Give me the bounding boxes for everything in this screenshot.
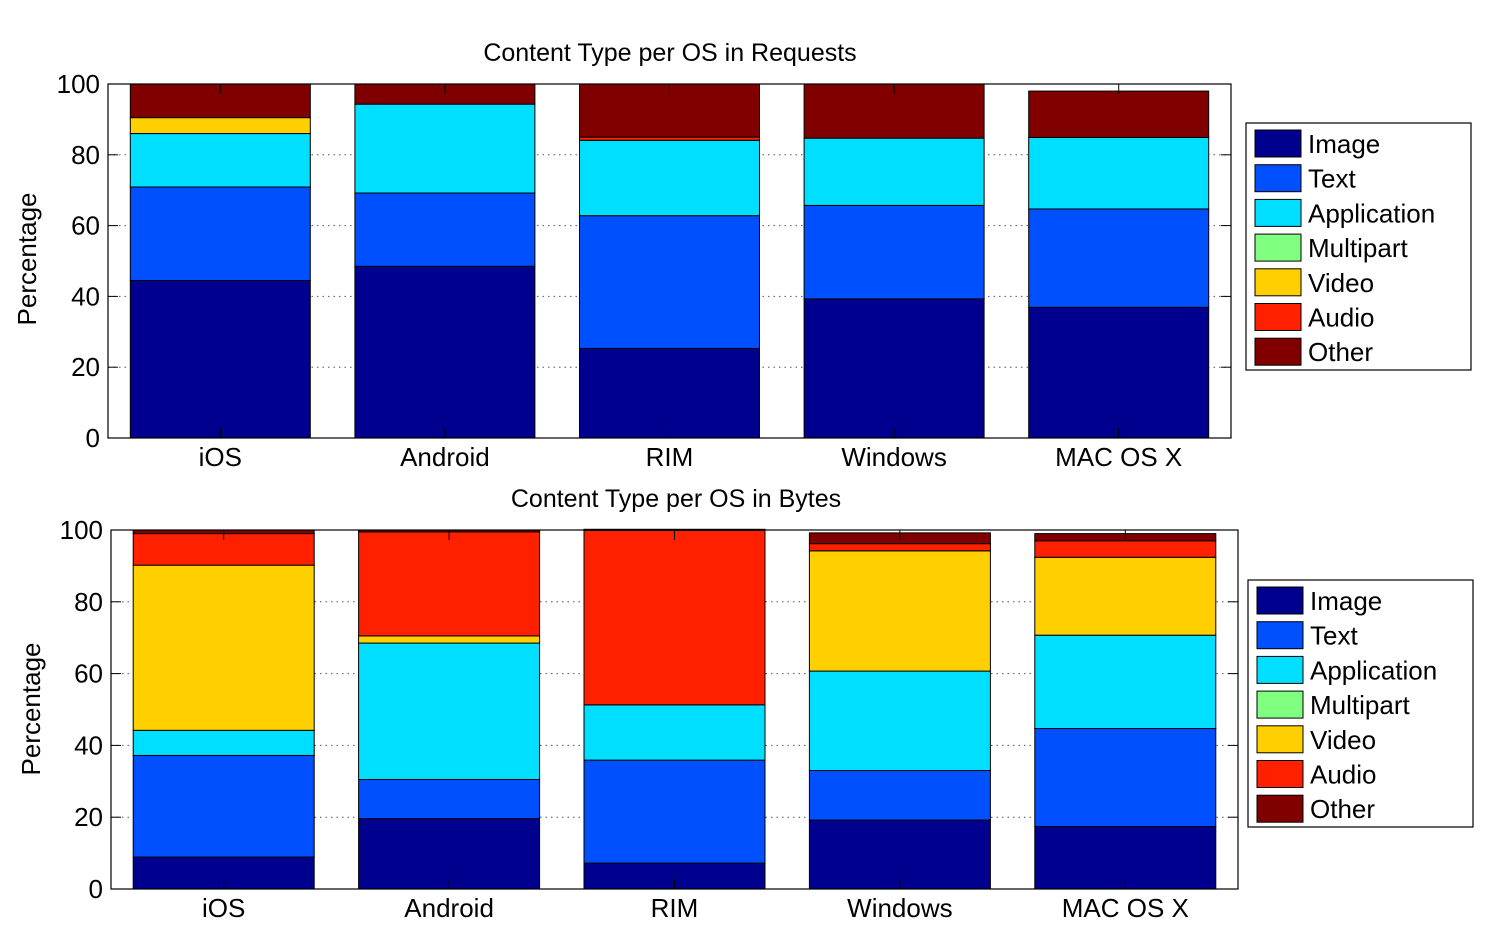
bytes-bar-image-mac-os-x bbox=[1034, 826, 1217, 890]
bytes-bar-text-rim bbox=[583, 759, 766, 864]
bytes-legend-label-video: Video bbox=[1310, 725, 1376, 755]
requests-ytick-label: 80 bbox=[71, 140, 100, 170]
bytes-bar-text-ios bbox=[132, 754, 315, 858]
bytes-ytick-label: 20 bbox=[74, 802, 103, 832]
bytes-ytick-label: 60 bbox=[74, 659, 103, 689]
requests-legend-label-text: Text bbox=[1308, 164, 1356, 194]
bytes-bar-audio-rim bbox=[583, 529, 766, 706]
requests-bar-text-windows bbox=[803, 204, 985, 300]
bytes-bar-application-windows bbox=[808, 670, 991, 772]
requests-chart-title: Content Type per OS in Requests bbox=[483, 39, 856, 67]
bytes-legend-label-image: Image bbox=[1310, 586, 1382, 616]
requests-bar-other-rim bbox=[579, 83, 760, 138]
bytes-legend-label-other: Other bbox=[1310, 794, 1375, 824]
requests-bar-text-android bbox=[354, 192, 536, 267]
bytes-ytick-label: 80 bbox=[74, 587, 103, 617]
bytes-bar-video-windows bbox=[808, 550, 991, 672]
bytes-bar-application-ios bbox=[132, 729, 315, 756]
requests-bar-text-ios bbox=[129, 186, 311, 281]
requests-legend-label-image: Image bbox=[1308, 129, 1380, 159]
bytes-bar-application-android bbox=[358, 642, 541, 781]
bytes-legend-swatch-application bbox=[1256, 655, 1304, 684]
bytes-bar-audio-windows bbox=[808, 543, 991, 552]
bytes-ytick-label: 0 bbox=[89, 874, 103, 904]
requests-xtick-label: Windows bbox=[841, 442, 946, 472]
bytes-xtick-label: Windows bbox=[847, 893, 952, 923]
requests-legend-label-audio: Audio bbox=[1308, 303, 1375, 333]
requests-xtick-label: Android bbox=[400, 442, 490, 472]
bytes-legend-label-text: Text bbox=[1310, 621, 1358, 651]
requests-legend-label-video: Video bbox=[1308, 268, 1374, 298]
bytes-xtick-label: iOS bbox=[202, 893, 245, 923]
requests-bar-image-ios bbox=[129, 279, 311, 439]
requests-bar-application-windows bbox=[803, 137, 985, 206]
bytes-bar-audio-android bbox=[358, 531, 541, 637]
requests-legend-label-multipart: Multipart bbox=[1308, 233, 1408, 263]
bytes-bar-image-windows bbox=[808, 819, 991, 890]
requests-ylabel: Percentage bbox=[12, 193, 42, 326]
requests-legend-swatch-text bbox=[1254, 164, 1302, 193]
requests-bar-video-ios bbox=[129, 117, 311, 135]
bytes-ytick-label: 100 bbox=[60, 515, 103, 545]
bytes-bar-text-android bbox=[358, 779, 541, 820]
bytes-bar-application-mac-os-x bbox=[1034, 634, 1217, 730]
bytes-legend-label-audio: Audio bbox=[1310, 760, 1377, 790]
bytes-bar-video-mac-os-x bbox=[1034, 556, 1217, 636]
requests-legend-swatch-video bbox=[1254, 268, 1302, 297]
bytes-legend-swatch-other bbox=[1256, 794, 1304, 823]
requests-legend-swatch-image bbox=[1254, 129, 1302, 158]
requests-chart-panel: 0 20 40 60 80 100 iOS Android RIM Windows MAC OS X… bbox=[12, 39, 1472, 472]
requests-ytick-label: 20 bbox=[71, 352, 100, 382]
bytes-bar-audio-mac-os-x bbox=[1034, 540, 1217, 558]
requests-legend-swatch-multipart bbox=[1254, 233, 1302, 262]
requests-legend-swatch-audio bbox=[1254, 303, 1302, 331]
requests-xtick-label: iOS bbox=[199, 442, 242, 472]
requests-legend-swatch-other bbox=[1254, 337, 1302, 366]
requests-bar-image-android bbox=[354, 265, 536, 439]
bytes-bar-video-android bbox=[358, 635, 541, 644]
bytes-legend-swatch-image bbox=[1256, 586, 1304, 615]
requests-bar-application-android bbox=[354, 103, 536, 194]
bytes-chart-panel: 0 20 40 60 80 100 iOS Android RIM Windows MAC OS X… bbox=[16, 485, 1474, 923]
bytes-legend-swatch-multipart bbox=[1256, 690, 1304, 719]
bytes-xtick-label: RIM bbox=[651, 893, 699, 923]
requests-legend-label-application: Application bbox=[1308, 198, 1435, 228]
requests-bar-other-mac-os-x bbox=[1028, 90, 1210, 138]
requests-bar-text-mac-os-x bbox=[1028, 208, 1210, 308]
bytes-bar-application-rim bbox=[583, 704, 766, 761]
requests-legend-label-other: Other bbox=[1308, 337, 1373, 367]
bytes-legend-swatch-text bbox=[1256, 621, 1304, 650]
bytes-bar-text-mac-os-x bbox=[1034, 728, 1217, 828]
requests-ytick-label: 60 bbox=[71, 211, 100, 241]
requests-ytick-label: 0 bbox=[86, 423, 100, 453]
bytes-legend-swatch-video bbox=[1256, 725, 1304, 754]
bytes-xtick-label: Android bbox=[404, 893, 494, 923]
requests-xtick-label: RIM bbox=[646, 442, 694, 472]
requests-ytick-label: 100 bbox=[57, 69, 100, 99]
bytes-chart-title: Content Type per OS in Bytes bbox=[511, 485, 841, 513]
bytes-bar-video-ios bbox=[132, 564, 315, 731]
bytes-legend-swatch-audio bbox=[1256, 760, 1304, 788]
requests-bar-image-rim bbox=[579, 347, 760, 439]
requests-bar-image-windows bbox=[803, 298, 985, 439]
requests-bar-application-ios bbox=[129, 133, 311, 188]
requests-bar-image-mac-os-x bbox=[1028, 306, 1210, 439]
bytes-xtick-label: MAC OS X bbox=[1062, 893, 1189, 923]
requests-bar-text-rim bbox=[579, 215, 760, 349]
bytes-legend-label-multipart: Multipart bbox=[1310, 690, 1410, 720]
requests-legend-swatch-application bbox=[1254, 198, 1302, 227]
requests-ytick-label: 40 bbox=[71, 281, 100, 311]
bytes-legend-label-application: Application bbox=[1310, 655, 1437, 685]
bytes-bar-text-windows bbox=[808, 770, 991, 821]
bytes-bar-image-android bbox=[358, 818, 541, 890]
bytes-ylabel: Percentage bbox=[16, 643, 46, 776]
bytes-ytick-label: 40 bbox=[74, 730, 103, 760]
requests-bar-application-mac-os-x bbox=[1028, 136, 1210, 210]
requests-bar-application-rim bbox=[579, 139, 760, 217]
requests-xtick-label: MAC OS X bbox=[1055, 442, 1182, 472]
